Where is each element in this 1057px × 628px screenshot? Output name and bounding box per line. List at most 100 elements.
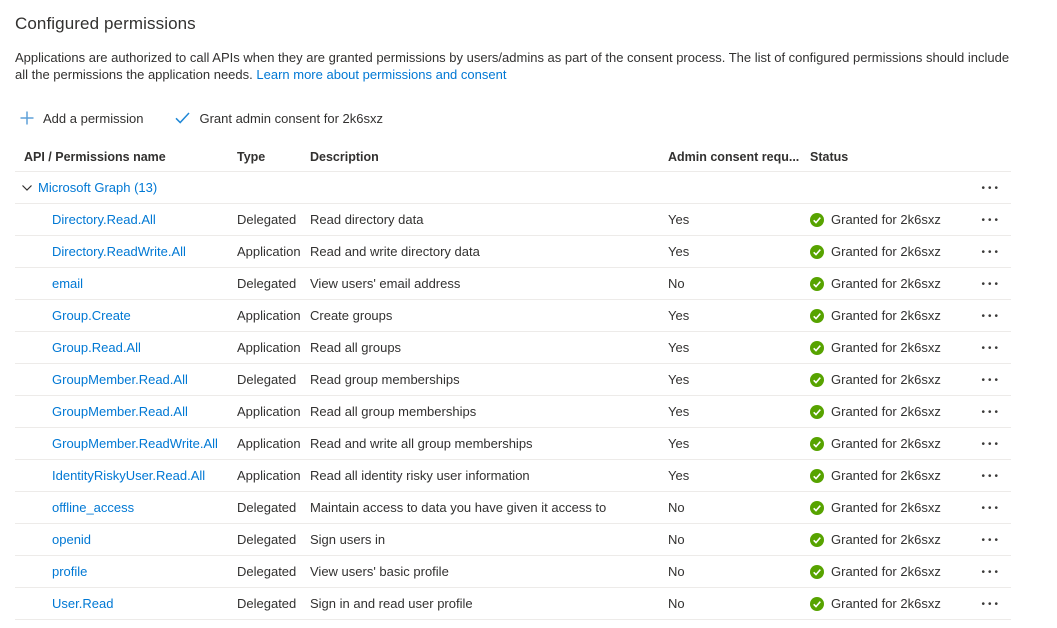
header-api-permissions-name: API / Permissions name — [24, 149, 166, 164]
row-actions-button[interactable]: ••• — [975, 372, 1007, 388]
row-actions-button[interactable]: ••• — [975, 532, 1007, 548]
row-actions-button[interactable]: ••• — [975, 340, 1007, 356]
add-permission-button[interactable]: Add a permission — [18, 109, 145, 128]
permission-type: Delegated — [237, 596, 297, 611]
permission-name-link[interactable]: Directory.Read.All — [52, 212, 156, 227]
table-row: offline_access Delegated Maintain access… — [15, 492, 1011, 524]
permission-description: Read group memberships — [310, 372, 460, 387]
status-text: Granted for 2k6sxz — [831, 212, 941, 227]
permission-name-link[interactable]: GroupMember.Read.All — [52, 372, 188, 387]
row-actions-button[interactable]: ••• — [975, 564, 1007, 580]
ellipsis-icon: ••• — [981, 374, 1001, 386]
status-text: Granted for 2k6sxz — [831, 596, 941, 611]
permission-name-link[interactable]: Group.Read.All — [52, 340, 141, 355]
row-actions-button[interactable]: ••• — [975, 212, 1007, 228]
chevron-down-icon[interactable] — [21, 182, 33, 194]
table-header-row: API / Permissions name Type Description … — [15, 142, 1011, 172]
ellipsis-icon: ••• — [981, 246, 1001, 258]
permission-type: Application — [237, 436, 301, 451]
permission-type: Application — [237, 244, 301, 259]
api-group-link[interactable]: Microsoft Graph (13) — [38, 180, 158, 195]
admin-consent-required-value: Yes — [668, 308, 690, 323]
row-actions-button[interactable]: ••• — [975, 276, 1007, 292]
learn-more-link[interactable]: Learn more about permissions and consent — [256, 67, 507, 82]
header-admin-consent-required: Admin consent requ... — [668, 149, 800, 164]
permission-rows: Directory.Read.All Delegated Read direct… — [15, 204, 1011, 620]
ellipsis-icon: ••• — [981, 406, 1001, 418]
description-line-1: Applications are authorized to call APIs… — [15, 50, 1010, 65]
status-text: Granted for 2k6sxz — [831, 308, 941, 323]
granted-check-circle-icon — [810, 436, 824, 451]
permission-description: Sign in and read user profile — [310, 596, 473, 611]
page-title: Configured permissions — [15, 14, 196, 33]
row-actions-button[interactable]: ••• — [975, 468, 1007, 484]
permission-description: Maintain access to data you have given i… — [310, 500, 607, 515]
permissions-table: API / Permissions name Type Description … — [15, 142, 1011, 620]
granted-check-circle-icon — [810, 308, 824, 323]
permission-name-link[interactable]: email — [52, 276, 84, 291]
ellipsis-icon: ••• — [981, 534, 1001, 546]
permission-type: Delegated — [237, 500, 297, 515]
table-row: GroupMember.ReadWrite.All Application Re… — [15, 428, 1011, 460]
status-text: Granted for 2k6sxz — [831, 340, 941, 355]
ellipsis-icon: ••• — [981, 598, 1001, 610]
row-actions-button[interactable]: ••• — [975, 308, 1007, 324]
permission-name-link[interactable]: IdentityRiskyUser.Read.All — [52, 468, 206, 483]
row-actions-button[interactable]: ••• — [975, 500, 1007, 516]
granted-check-circle-icon — [810, 212, 824, 227]
table-row: IdentityRiskyUser.Read.All Application R… — [15, 460, 1011, 492]
row-actions-button[interactable]: ••• — [975, 436, 1007, 452]
permission-name-link[interactable]: GroupMember.Read.All — [52, 404, 188, 419]
admin-consent-required-value: Yes — [668, 244, 690, 259]
header-type: Type — [237, 149, 266, 164]
permission-type: Delegated — [237, 532, 297, 547]
permission-description: Read directory data — [310, 212, 424, 227]
permission-name-link[interactable]: offline_access — [52, 500, 135, 515]
permission-type: Application — [237, 340, 301, 355]
permission-name-link[interactable]: Group.Create — [52, 308, 131, 323]
grant-admin-consent-label: Grant admin consent for 2k6sxz — [199, 110, 383, 126]
status-text: Granted for 2k6sxz — [831, 564, 941, 579]
permission-type: Application — [237, 404, 301, 419]
ellipsis-icon: ••• — [981, 310, 1001, 322]
page-description: Applications are authorized to call APIs… — [15, 49, 1013, 83]
status-text: Granted for 2k6sxz — [831, 372, 941, 387]
permission-description: Read and write all group memberships — [310, 436, 533, 451]
admin-consent-required-value: Yes — [668, 404, 690, 419]
granted-check-circle-icon — [810, 500, 824, 515]
permission-name-link[interactable]: GroupMember.ReadWrite.All — [52, 436, 218, 451]
table-row: User.Read Delegated Sign in and read use… — [15, 588, 1011, 620]
ellipsis-icon: ••• — [981, 502, 1001, 514]
ellipsis-icon: ••• — [981, 470, 1001, 482]
grant-admin-consent-button[interactable]: Grant admin consent for 2k6sxz — [173, 109, 385, 128]
status-text: Granted for 2k6sxz — [831, 532, 941, 547]
check-icon — [175, 112, 191, 124]
granted-check-circle-icon — [810, 276, 824, 291]
permission-type: Delegated — [237, 276, 297, 291]
permission-description: View users' email address — [310, 276, 461, 291]
status-text: Granted for 2k6sxz — [831, 244, 941, 259]
ellipsis-icon: ••• — [981, 278, 1001, 290]
admin-consent-required-value: Yes — [668, 340, 690, 355]
ellipsis-icon: ••• — [981, 566, 1001, 578]
add-permission-label: Add a permission — [43, 110, 144, 126]
row-actions-button[interactable]: ••• — [975, 180, 1007, 196]
permission-type: Delegated — [237, 564, 297, 579]
ellipsis-icon: ••• — [981, 182, 1001, 194]
row-actions-button[interactable]: ••• — [975, 596, 1007, 612]
row-actions-button[interactable]: ••• — [975, 404, 1007, 420]
ellipsis-icon: ••• — [981, 342, 1001, 354]
command-bar: Add a permission Grant admin consent for… — [18, 106, 1013, 130]
granted-check-circle-icon — [810, 340, 824, 355]
api-group-row-microsoft-graph[interactable]: Microsoft Graph (13) ••• — [15, 172, 1011, 204]
permission-description: Read all identity risky user information — [310, 468, 530, 483]
permission-name-link[interactable]: User.Read — [52, 596, 114, 611]
description-line-2: all the permissions the application need… — [15, 67, 253, 82]
row-actions-button[interactable]: ••• — [975, 244, 1007, 260]
permission-description: Create groups — [310, 308, 393, 323]
permission-name-link[interactable]: profile — [52, 564, 88, 579]
permission-name-link[interactable]: openid — [52, 532, 92, 547]
admin-consent-required-value: No — [668, 532, 685, 547]
status-text: Granted for 2k6sxz — [831, 404, 941, 419]
permission-name-link[interactable]: Directory.ReadWrite.All — [52, 244, 186, 259]
